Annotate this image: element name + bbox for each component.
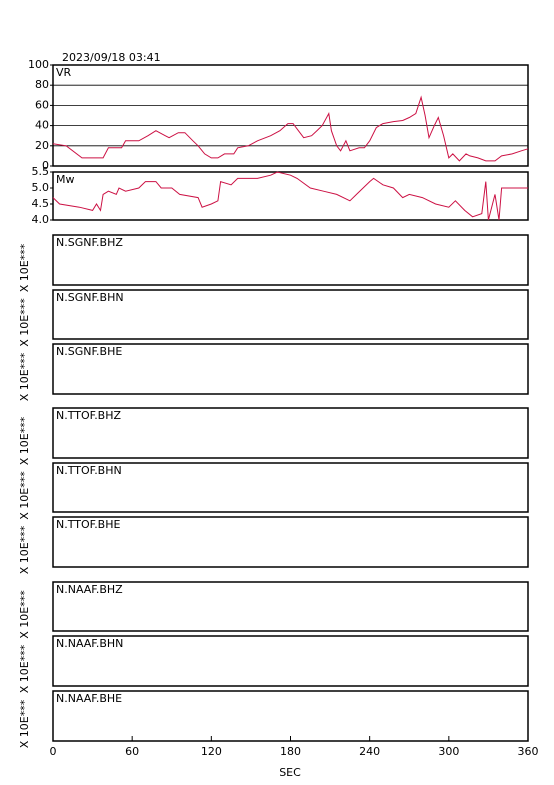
x-tick-label: 240 — [359, 745, 380, 758]
panel-label: N.NAAF.BHE — [56, 692, 122, 705]
panel-label: N.TTOF.BHZ — [56, 409, 122, 422]
scale-label: X 10E*** — [18, 590, 31, 639]
y-tick-label: 60 — [35, 98, 49, 111]
scale-label: X 10E*** — [18, 644, 31, 693]
scale-label: X 10E*** — [18, 298, 31, 347]
panel-label: Mw — [56, 173, 75, 186]
panel-label: N.NAAF.BHZ — [56, 583, 123, 596]
panel-frame — [52, 635, 529, 687]
scale-label: X 10E*** — [18, 471, 31, 520]
x-tick-label: 60 — [125, 745, 139, 758]
y-tick-label: 100 — [28, 58, 49, 71]
panel-label: N.TTOF.BHN — [56, 464, 122, 477]
y-tick-label: 4.5 — [32, 197, 50, 210]
chart-title: 2023/09/18 03:41 — [62, 51, 161, 64]
panel-label: N.SGNF.BHN — [56, 291, 124, 304]
y-tick-label: 5.0 — [32, 181, 50, 194]
panel-frame — [52, 64, 529, 167]
scale-label: X 10E*** — [18, 243, 31, 292]
panel-label: N.NAAF.BHN — [56, 637, 123, 650]
panel-label: N.SGNF.BHZ — [56, 236, 123, 249]
scale-label: X 10E*** — [18, 416, 31, 465]
panel-frame — [52, 516, 529, 568]
y-tick-label: 20 — [35, 139, 49, 152]
line — [52, 95, 529, 162]
panel-label: N.SGNF.BHE — [56, 345, 122, 358]
panel-frame — [52, 234, 529, 286]
y-tick-label: 80 — [35, 78, 49, 91]
panel-label: VR — [56, 66, 72, 79]
x-tick-label: 0 — [50, 745, 57, 758]
panel-label: N.TTOF.BHE — [56, 518, 121, 531]
x-tick-label: 120 — [201, 745, 222, 758]
line — [52, 171, 528, 221]
x-axis-label: SEC — [279, 766, 301, 779]
x-tick-label: 300 — [438, 745, 459, 758]
x-tick-label: 360 — [518, 745, 539, 758]
y-tick-label: 4.0 — [32, 213, 50, 226]
scale-label: X 10E*** — [18, 352, 31, 401]
panel-frame — [52, 407, 529, 459]
panel-frame — [52, 690, 529, 742]
y-tick-label: 40 — [35, 119, 49, 132]
panel-frame — [52, 343, 529, 395]
x-tick-label: 180 — [280, 745, 301, 758]
y-tick-label: 0 — [42, 159, 49, 172]
panel-frame — [52, 289, 529, 340]
panel-frame — [52, 462, 529, 513]
scale-label: X 10E*** — [18, 525, 31, 574]
panel-frame — [52, 171, 529, 221]
scale-label: X 10E*** — [18, 699, 31, 748]
y-tick-label: 5.5 — [32, 165, 50, 178]
panel-frame — [52, 581, 529, 632]
